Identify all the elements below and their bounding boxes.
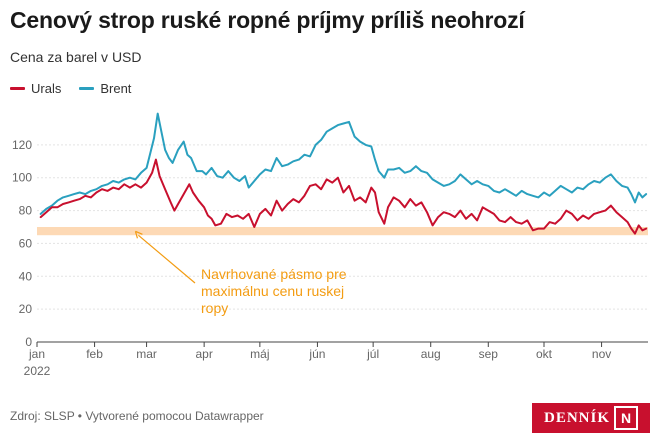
line-chart: 0 20 40 60 80 100 120 jan 2022 feb mar apr máj jún júl… xyxy=(12,112,648,378)
annotation-arrowhead xyxy=(134,230,143,239)
x-tick-label: okt xyxy=(536,347,553,361)
y-tick-label: 40 xyxy=(19,269,33,283)
legend-item-brent: Brent xyxy=(79,81,131,96)
legend-swatch-urals xyxy=(10,87,25,90)
chart-title: Cenový strop ruské ropné príjmy príliš n… xyxy=(10,7,525,33)
x-tick-label: feb xyxy=(86,347,103,361)
annotation-text-line: ropy xyxy=(201,300,228,316)
x-tick-year-label: 2022 xyxy=(24,364,51,378)
chart-subtitle: Cena za barel v USD xyxy=(10,49,142,65)
x-tick-label: jan xyxy=(28,347,45,361)
series-line-brent xyxy=(39,112,648,215)
x-tick-label: júl xyxy=(366,347,379,361)
x-tick-label: aug xyxy=(421,347,441,361)
y-tick-label: 20 xyxy=(19,302,33,316)
logo-mark: N xyxy=(614,406,638,430)
legend: Urals Brent xyxy=(10,81,131,96)
price-cap-band xyxy=(37,227,648,236)
legend-item-urals: Urals xyxy=(10,81,61,96)
logo-text: DENNÍK xyxy=(543,409,610,426)
annotation-text-line: maximálnu cenu ruskej xyxy=(201,283,344,299)
x-tick-label: mar xyxy=(136,347,157,361)
legend-label-urals: Urals xyxy=(31,81,62,96)
y-tick-label: 100 xyxy=(12,171,32,185)
source-footer: Zdroj: SLSP • Vytvorené pomocou Datawrap… xyxy=(10,409,264,423)
y-tick-label: 60 xyxy=(19,236,33,250)
x-tick-label: apr xyxy=(195,347,212,361)
x-tick-label: sep xyxy=(479,347,499,361)
dennik-n-logo: DENNÍK N xyxy=(532,403,650,433)
y-tick-label: 0 xyxy=(25,335,32,349)
x-tick-label: máj xyxy=(250,347,269,361)
annotation-text-line: Navrhované pásmo pre xyxy=(201,266,347,282)
legend-label-brent: Brent xyxy=(100,81,132,96)
annotation-arrow xyxy=(138,234,196,284)
legend-swatch-brent xyxy=(79,87,95,90)
y-tick-label: 80 xyxy=(19,204,33,218)
x-tick-label: jún xyxy=(308,347,325,361)
x-tick-label: nov xyxy=(592,347,611,361)
series-line-urals xyxy=(39,158,648,235)
y-tick-label: 120 xyxy=(12,138,32,152)
